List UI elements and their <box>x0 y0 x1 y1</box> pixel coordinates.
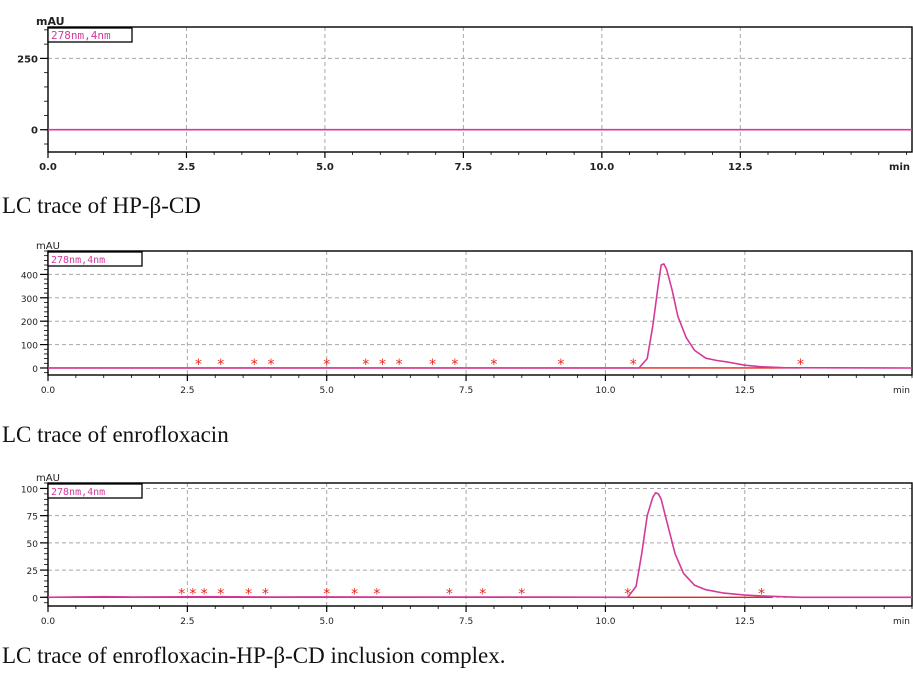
legend-box <box>47 27 133 43</box>
peak-marker: * <box>217 357 224 373</box>
legend-text: 278nm,4nm <box>51 255 105 266</box>
peak-marker: * <box>490 357 497 373</box>
y-tick-label: 400 <box>21 271 38 281</box>
legend-box <box>47 251 143 267</box>
peak-marker: * <box>362 357 369 373</box>
peak-marker: * <box>245 586 252 602</box>
peak-marker: * <box>189 586 196 602</box>
peak-marker: * <box>201 586 208 602</box>
x-tick-label: 5.0 <box>316 162 334 173</box>
peak-marker: * <box>178 586 185 602</box>
y-tick-label: 0 <box>31 126 38 137</box>
x-unit-label: min <box>893 386 910 396</box>
peak-marker: * <box>262 586 269 602</box>
peak-marker: * <box>195 357 202 373</box>
peak-marker: * <box>479 586 486 602</box>
x-tick-label: 5.0 <box>320 386 335 396</box>
y-unit-label: mAU <box>36 15 65 28</box>
plot-frame <box>47 26 913 153</box>
plot-frame <box>47 250 913 376</box>
plot-frame <box>47 482 913 607</box>
y-tick-label: 100 <box>21 485 38 495</box>
peak-marker: * <box>379 357 386 373</box>
x-tick-label: 10.0 <box>590 162 615 173</box>
peak-marker: * <box>323 586 330 602</box>
peak-marker: * <box>630 357 637 373</box>
chromatogram-trace <box>48 263 913 369</box>
y-tick-label: 200 <box>21 318 38 328</box>
x-tick-label: 0.0 <box>41 386 56 396</box>
y-tick-label: 100 <box>21 342 38 352</box>
x-tick-label: 7.5 <box>455 162 473 173</box>
y-tick-label: 75 <box>27 513 38 523</box>
x-tick-label: 12.5 <box>735 386 755 396</box>
x-tick-label: 7.5 <box>459 386 473 396</box>
peak-marker: * <box>429 357 436 373</box>
caption-3: LC trace of enrofloxacin-HP-β-CD inclusi… <box>2 643 506 668</box>
legend-text: 278nm,4nm <box>51 29 111 42</box>
y-tick-label: 300 <box>21 295 38 305</box>
x-tick-label: 10.0 <box>595 386 615 396</box>
y-tick-label: 25 <box>27 567 38 577</box>
peak-marker: * <box>323 357 330 373</box>
peak-marker: * <box>396 357 403 373</box>
peak-marker: * <box>624 586 631 602</box>
peak-marker: * <box>373 586 380 602</box>
x-tick-label: 10.0 <box>595 617 615 627</box>
y-unit-label: mAU <box>36 473 60 484</box>
peak-marker: * <box>351 586 358 602</box>
peak-marker: * <box>446 586 453 602</box>
x-tick-label: 2.5 <box>178 162 196 173</box>
x-tick-label: 12.5 <box>735 617 755 627</box>
x-tick-label: 0.0 <box>39 162 57 173</box>
y-tick-label: 250 <box>17 54 38 65</box>
x-tick-label: 2.5 <box>180 617 194 627</box>
peak-marker: * <box>251 357 258 373</box>
legend-text: 278nm,4nm <box>51 487 105 498</box>
x-unit-label: min <box>889 162 910 173</box>
x-tick-label: 2.5 <box>180 386 194 396</box>
x-tick-label: 12.5 <box>728 162 753 173</box>
x-tick-label: 0.0 <box>41 617 56 627</box>
chromatogram-trace <box>47 491 912 599</box>
peak-marker: * <box>451 357 458 373</box>
caption-2: LC trace of enrofloxacin <box>2 422 229 447</box>
chromatogram-chart-2: 0.0 2.5 5.0 7.5 10.0 12.5 min 0 100 200 300 400 mAU 2… <box>21 241 913 396</box>
y-tick-label: 50 <box>27 540 39 550</box>
peak-marker: * <box>797 357 804 373</box>
y-tick-label: 0 <box>32 594 38 604</box>
peak-marker: * <box>518 586 525 602</box>
x-tick-label: 5.0 <box>320 617 335 627</box>
x-unit-label: min <box>893 617 910 627</box>
peak-marker: * <box>217 586 224 602</box>
y-tick-label: 0 <box>32 365 38 375</box>
x-tick-label: 7.5 <box>459 617 473 627</box>
peak-marker: * <box>758 586 765 602</box>
peak-marker: * <box>557 357 564 373</box>
caption-1: LC trace of HP-β-CD <box>2 193 201 218</box>
y-unit-label: mAU <box>36 241 60 252</box>
legend-box <box>47 483 143 499</box>
peak-marker: * <box>267 357 274 373</box>
